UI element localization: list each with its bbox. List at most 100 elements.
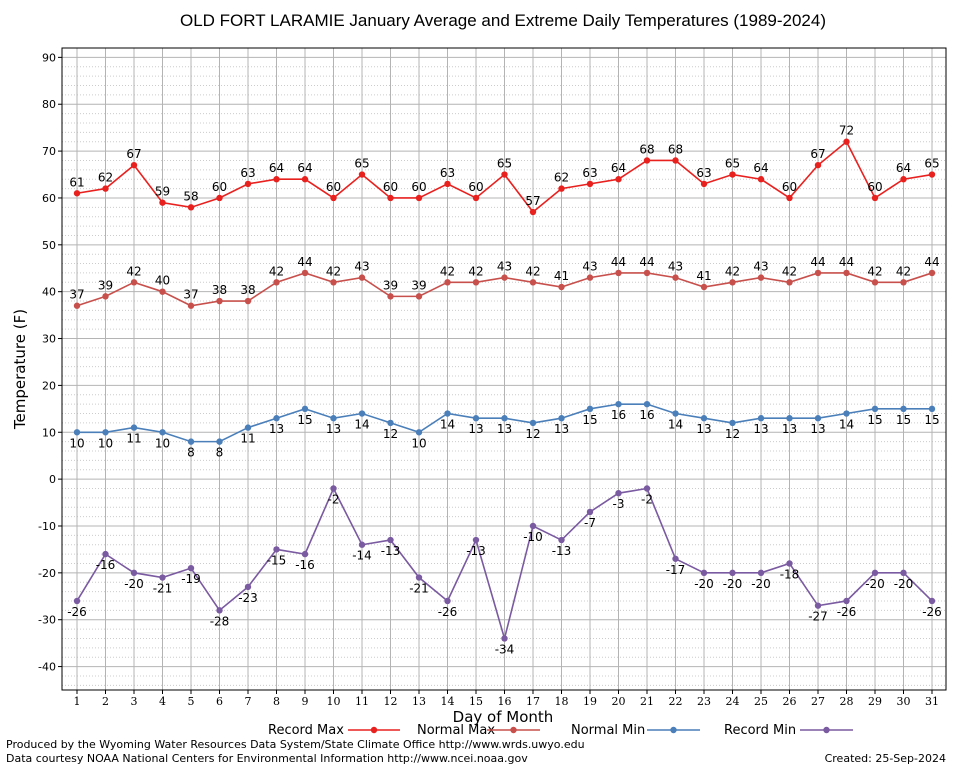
data-point xyxy=(444,279,451,286)
data-point xyxy=(871,194,879,202)
data-label: 13 xyxy=(468,422,483,436)
data-label: 60 xyxy=(383,180,398,194)
data-label: 13 xyxy=(696,422,711,436)
data-label: 68 xyxy=(639,142,654,156)
x-tick-label: 31 xyxy=(925,695,939,708)
data-label: -34 xyxy=(495,642,515,656)
x-tick-label: 28 xyxy=(840,695,854,708)
data-label: 37 xyxy=(69,288,84,302)
data-label: 60 xyxy=(468,180,483,194)
data-label: 43 xyxy=(753,260,768,274)
data-label: 42 xyxy=(867,264,882,278)
data-label: 40 xyxy=(155,274,170,288)
data-point xyxy=(558,415,565,422)
data-point xyxy=(871,405,879,413)
data-point xyxy=(472,415,480,422)
data-label: 68 xyxy=(668,142,683,156)
x-tick-label: 27 xyxy=(811,695,825,708)
data-label: 72 xyxy=(839,124,854,138)
data-point xyxy=(301,176,309,183)
data-point xyxy=(757,176,765,183)
data-point xyxy=(501,635,508,642)
data-point xyxy=(757,415,765,422)
data-label: -2 xyxy=(328,492,340,506)
data-point xyxy=(900,405,907,413)
data-point xyxy=(729,279,736,286)
x-tick-label: 5 xyxy=(188,695,195,708)
data-point xyxy=(643,157,651,164)
data-label: 60 xyxy=(212,180,227,194)
series-normal-min: 10 10 11 10 8 8 11 13 15 13 14 12 10 14 13 13 12 13 15 16 16… xyxy=(69,400,940,460)
data-label: 42 xyxy=(126,264,141,278)
data-label: 41 xyxy=(696,269,711,283)
data-point xyxy=(814,415,822,422)
data-label: 63 xyxy=(582,166,597,180)
data-point xyxy=(529,279,537,286)
data-label: 64 xyxy=(896,161,911,175)
data-label: -26 xyxy=(438,605,458,619)
data-point xyxy=(330,415,337,422)
data-point xyxy=(415,574,423,581)
data-point xyxy=(586,508,594,516)
data-point xyxy=(244,583,252,591)
footer-credit: Produced by the Wyoming Water Resources … xyxy=(6,738,585,751)
data-point xyxy=(643,485,651,492)
data-label: 44 xyxy=(839,255,854,269)
x-axis: 1 2 3 4 5 6 7 8 9 10 11 12 13 14 15 16 17 18 19 20 21 22 23 24 2… xyxy=(74,690,939,708)
data-label: -16 xyxy=(295,558,315,572)
x-tick-label: 24 xyxy=(726,695,740,708)
data-point xyxy=(187,204,195,211)
series-record-max: 61 62 67 59 58 60 63 64 64 60 65 60 60 63 60 65 57 62 63 64… xyxy=(69,124,940,216)
data-point xyxy=(586,405,594,413)
data-label: 62 xyxy=(554,171,569,185)
data-label: 10 xyxy=(155,436,170,450)
data-point xyxy=(187,302,195,309)
data-label: -3 xyxy=(613,497,625,511)
data-point xyxy=(729,171,736,178)
data-point xyxy=(900,176,907,183)
data-label: 12 xyxy=(383,427,398,441)
data-label: -2 xyxy=(641,492,653,506)
x-tick-label: 11 xyxy=(355,695,369,708)
data-label: 15 xyxy=(924,413,939,427)
data-label: -19 xyxy=(181,572,201,586)
data-point xyxy=(102,185,109,192)
x-tick-label: 15 xyxy=(469,695,483,708)
x-tick-label: 25 xyxy=(754,695,768,708)
data-point xyxy=(415,293,423,300)
data-point xyxy=(786,560,793,567)
data-label: 15 xyxy=(582,413,597,427)
y-tick-label: -10 xyxy=(38,520,56,533)
y-tick-label: 70 xyxy=(42,145,56,158)
data-point xyxy=(73,429,81,436)
data-point xyxy=(700,569,708,577)
data-label: 14 xyxy=(440,418,455,432)
x-tick-label: 26 xyxy=(783,695,797,708)
x-tick-label: 4 xyxy=(159,695,166,708)
y-tick-label: 80 xyxy=(42,98,56,111)
y-tick-label: 0 xyxy=(49,473,56,486)
legend-marker xyxy=(510,726,517,734)
x-tick-label: 6 xyxy=(216,695,223,708)
data-point xyxy=(244,297,252,305)
data-point xyxy=(216,194,223,202)
data-point xyxy=(786,194,793,202)
legend-marker xyxy=(823,726,830,734)
data-label: -17 xyxy=(666,563,686,577)
x-tick-label: 13 xyxy=(412,695,426,708)
data-point xyxy=(529,419,537,427)
data-point xyxy=(900,569,907,577)
data-point xyxy=(615,176,622,183)
legend-item: Normal Max xyxy=(417,723,540,738)
data-label: -23 xyxy=(238,591,258,605)
data-point xyxy=(871,569,879,577)
y-tick-label: -40 xyxy=(38,661,56,674)
data-label: 42 xyxy=(725,264,740,278)
data-label: -26 xyxy=(67,605,87,619)
x-tick-label: 8 xyxy=(273,695,280,708)
data-label: 42 xyxy=(326,264,341,278)
data-label: 14 xyxy=(839,418,854,432)
x-tick-label: 16 xyxy=(498,695,512,708)
data-point xyxy=(387,293,394,300)
data-label: 13 xyxy=(269,422,284,436)
